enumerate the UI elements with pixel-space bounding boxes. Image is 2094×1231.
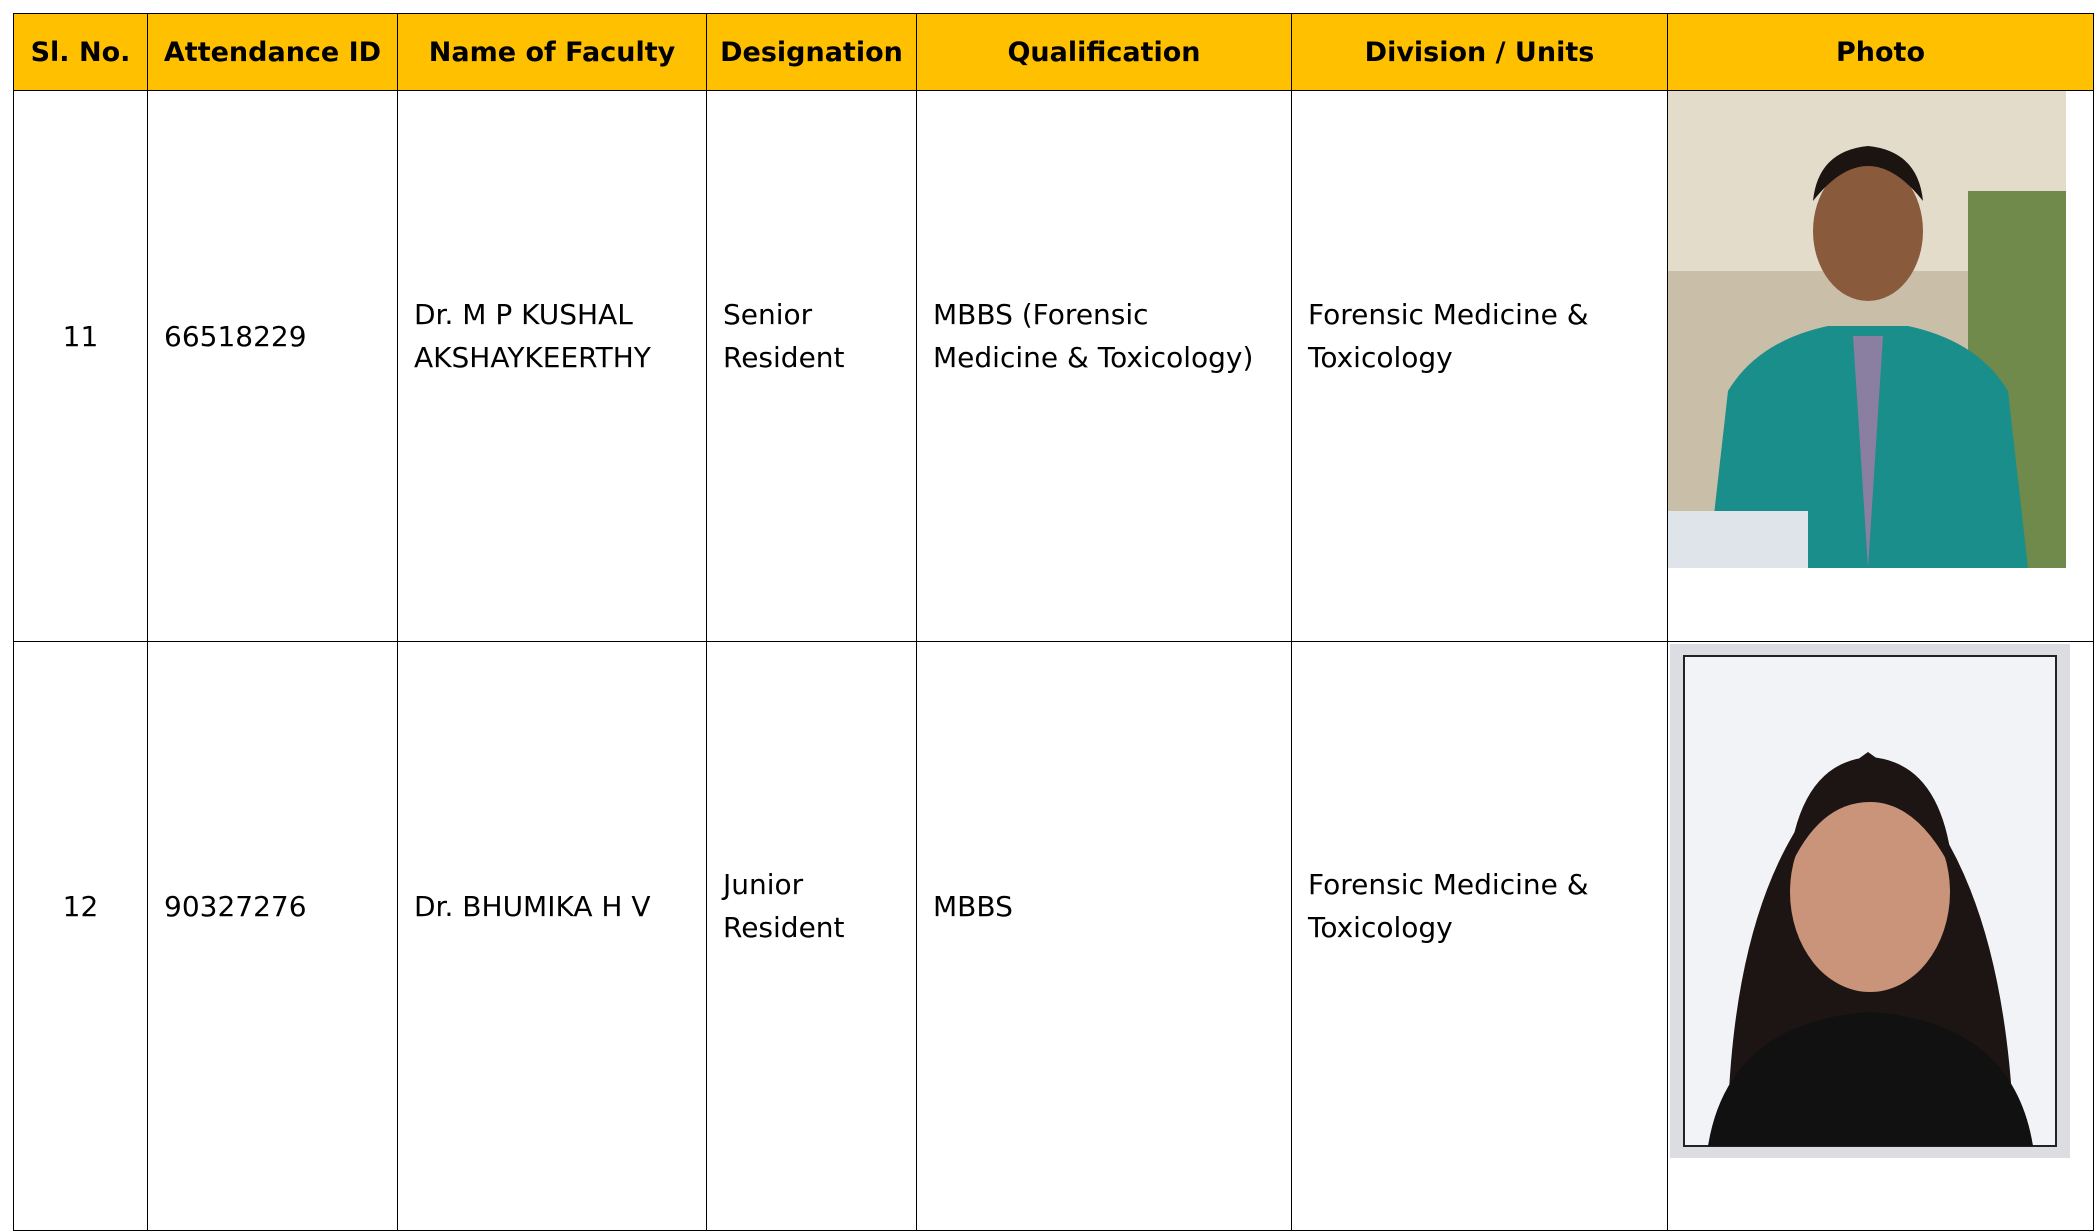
photo (1668, 91, 2066, 568)
cell: Senior Resident (706, 90, 917, 642)
header-cell: Photo (1667, 13, 2094, 91)
cell: MBBS (Forensic Medicine & Toxicology) (916, 90, 1292, 642)
cell: Forensic Medicine & Toxicology (1291, 641, 1668, 1231)
header-cell: Name of Faculty (397, 13, 707, 91)
cell: 66518229 (147, 90, 398, 642)
photo (1670, 644, 2070, 1158)
header-cell: Qualification (916, 13, 1292, 91)
cell: 90327276 (147, 641, 398, 1231)
header-cell: Attendance ID (147, 13, 398, 91)
cell: Dr. BHUMIKA H V (397, 641, 707, 1231)
header-row: Sl. No. Attendance ID Name of Faculty De… (13, 13, 2094, 91)
cell: Junior Resident (706, 641, 917, 1231)
header-cell: Sl. No. (13, 13, 148, 91)
faculty-table: Sl. No. Attendance ID Name of Faculty De… (13, 13, 2094, 1231)
cell: MBBS (916, 641, 1292, 1231)
header-cell: Division / Units (1291, 13, 1668, 91)
photo-cell (1667, 641, 2094, 1231)
header-cell: Designation (706, 13, 917, 91)
cell: 11 (13, 90, 148, 642)
photo-cell (1667, 90, 2094, 642)
cell: 12 (13, 641, 148, 1231)
cell: Dr. M P KUSHAL AKSHAYKEERTHY (397, 90, 707, 642)
table-row: 11 66518229 Dr. M P KUSHAL AKSHAYKEERTHY… (13, 90, 2094, 642)
cell: Forensic Medicine & Toxicology (1291, 90, 1668, 642)
table-row: 12 90327276 Dr. BHUMIKA H V Junior Resid… (13, 641, 2094, 1231)
